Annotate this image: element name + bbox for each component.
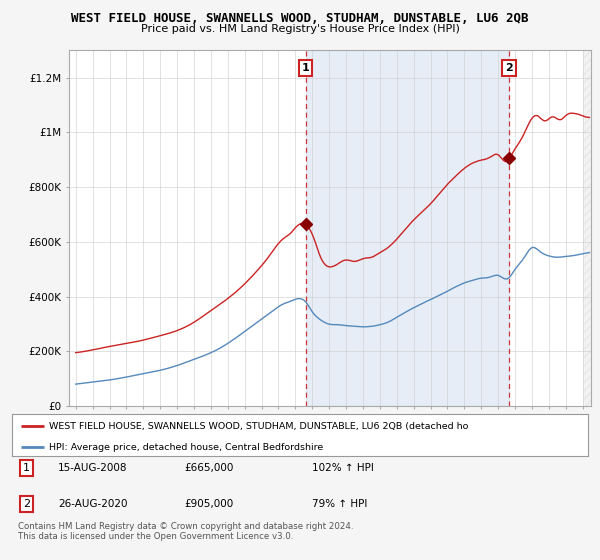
Bar [306,50,509,406]
Text: Price paid vs. HM Land Registry's House Price Index (HPI): Price paid vs. HM Land Registry's House … [140,24,460,34]
Text: £905,000: £905,000 [185,499,234,509]
Text: Contains HM Land Registry data © Crown copyright and database right 2024.
This d: Contains HM Land Registry data © Crown c… [18,522,353,542]
Bar [583,50,599,406]
Text: 26-AUG-2020: 26-AUG-2020 [58,499,128,509]
Text: HPI: Average price, detached house, Central Bedfordshire: HPI: Average price, detached house, Cent… [49,442,323,452]
Text: WEST FIELD HOUSE, SWANNELLS WOOD, STUDHAM, DUNSTABLE, LU6 2QB (detached ho: WEST FIELD HOUSE, SWANNELLS WOOD, STUDHA… [49,422,469,431]
Text: 102% ↑ HPI: 102% ↑ HPI [311,463,373,473]
Text: £665,000: £665,000 [185,463,234,473]
Text: 1: 1 [23,463,30,473]
Text: 79% ↑ HPI: 79% ↑ HPI [311,499,367,509]
Text: WEST FIELD HOUSE, SWANNELLS WOOD, STUDHAM, DUNSTABLE, LU6 2QB: WEST FIELD HOUSE, SWANNELLS WOOD, STUDHA… [71,12,529,25]
Text: 15-AUG-2008: 15-AUG-2008 [58,463,128,473]
Text: 2: 2 [505,63,513,73]
Text: 2: 2 [23,499,30,509]
Text: 1: 1 [302,63,310,73]
